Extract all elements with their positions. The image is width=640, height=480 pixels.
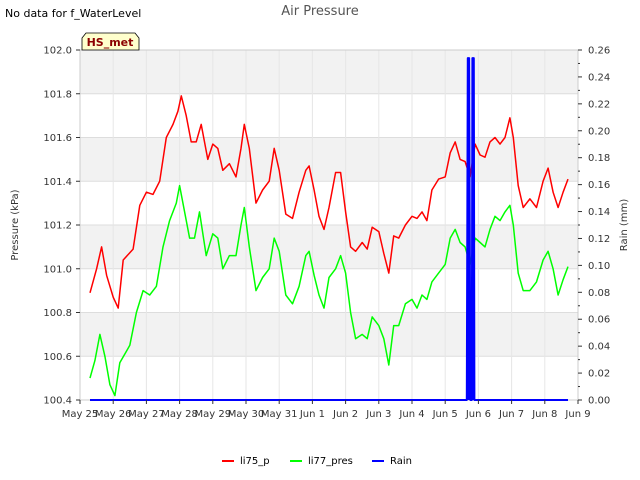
band xyxy=(80,137,578,182)
y2-tick-label: 0.16 xyxy=(588,180,610,191)
x-tick-label: May 25 xyxy=(62,409,99,420)
band xyxy=(80,312,578,357)
series-layer xyxy=(89,57,569,401)
x-tick-label: Jun 8 xyxy=(531,409,557,420)
y-tick-label: 101.4 xyxy=(43,177,72,188)
x-tick-label: Jun 2 xyxy=(332,409,358,420)
y2-tick-label: 0.10 xyxy=(588,261,610,272)
legend: li75_p li77_pres Rain xyxy=(222,456,412,467)
x-tick-label: May 28 xyxy=(161,409,198,420)
station-badge: HS_met xyxy=(87,36,134,49)
y2-tick-label: 0.06 xyxy=(588,315,610,326)
y-tick-label: 100.6 xyxy=(43,352,72,363)
x-tick-label: Jun 9 xyxy=(564,409,590,420)
y-tick-label: 101.8 xyxy=(43,89,72,100)
legend-label: li75_p xyxy=(240,456,270,467)
y2-axis-label: Rain (mm) xyxy=(619,199,630,252)
x-tick-label: May 31 xyxy=(261,409,298,420)
x-tick-label: May 27 xyxy=(128,409,165,420)
background-bands xyxy=(80,50,578,357)
legend-label: li77_pres xyxy=(308,456,353,467)
y2-tick-label: 0.04 xyxy=(588,342,610,353)
x-tick-label: May 26 xyxy=(95,409,132,420)
no-data-note: No data for f_WaterLevel xyxy=(5,7,142,20)
y2-tick-label: 0.18 xyxy=(588,153,610,164)
y-axis-left-ticks: 100.4 100.6 100.8 101.0 101.2 101.4 101.6 101.8… xyxy=(43,46,80,407)
y2-tick-label: 0.24 xyxy=(588,72,610,83)
legend-label: Rain xyxy=(390,456,412,467)
y-tick-label: 101.0 xyxy=(43,264,72,275)
y-axis-label: Pressure (kPa) xyxy=(10,189,21,260)
x-tick-label: Jun 1 xyxy=(299,409,325,420)
series-fill-Rain xyxy=(90,58,568,400)
x-tick-label: Jun 3 xyxy=(365,409,391,420)
series-line-li77_pres xyxy=(89,184,569,397)
y2-tick-label: 0.20 xyxy=(588,126,610,137)
x-tick-label: Jun 6 xyxy=(465,409,491,420)
y2-tick-label: 0.14 xyxy=(588,207,610,218)
y2-tick-label: 0.00 xyxy=(588,396,610,407)
x-tick-label: Jun 7 xyxy=(498,409,524,420)
y-tick-label: 101.2 xyxy=(43,221,72,232)
y-tick-label: 100.8 xyxy=(43,308,72,319)
y2-tick-label: 0.12 xyxy=(588,234,610,245)
station-badge-box xyxy=(81,32,140,51)
x-tick-label: Jun 4 xyxy=(398,409,424,420)
band xyxy=(80,225,578,269)
x-tick-label: Jun 5 xyxy=(432,409,458,420)
y-axis-right-ticks: 0.00 0.02 0.04 0.06 0.08 0.10 0.12 0.14 0.16 0.18… xyxy=(578,46,610,407)
y-tick-label: 101.6 xyxy=(43,133,72,144)
y2-tick-label: 0.26 xyxy=(588,46,610,57)
y2-tick-label: 0.02 xyxy=(588,369,610,380)
y-tick-label: 100.4 xyxy=(43,396,72,407)
y-tick-label: 102.0 xyxy=(43,46,72,57)
chart-title: Air Pressure xyxy=(281,4,359,19)
x-tick-label: May 30 xyxy=(228,409,265,420)
y2-tick-label: 0.08 xyxy=(588,288,610,299)
series-line-li75_p xyxy=(89,95,569,309)
x-tick-label: May 29 xyxy=(195,409,232,420)
band xyxy=(80,50,578,94)
y2-tick-label: 0.22 xyxy=(588,99,610,110)
station-badge-group: HS_met xyxy=(81,32,140,51)
